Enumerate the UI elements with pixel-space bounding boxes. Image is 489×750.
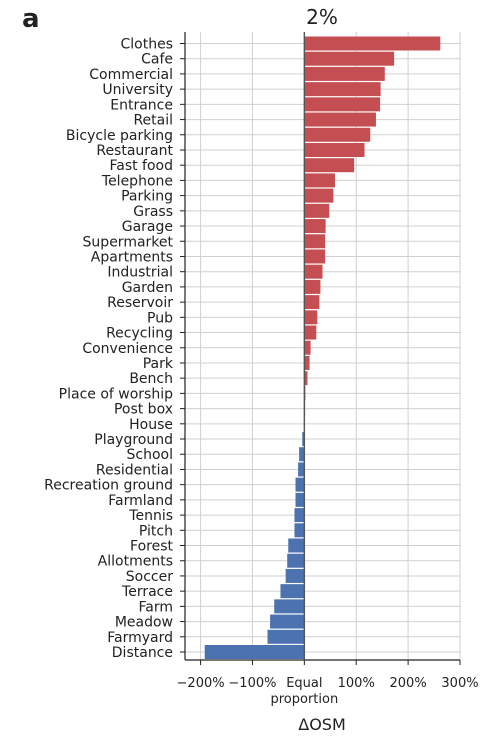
category-label: Meadow [115,615,173,631]
bar [304,325,317,340]
category-label: Convenience [82,341,173,357]
panel-letter: a [22,4,40,34]
bar [304,97,381,112]
bar [287,553,305,568]
bar [270,614,305,629]
category-label: Recreation ground [44,478,173,494]
bar [304,310,318,325]
bar [304,249,326,264]
bar [304,264,323,279]
category-label: Farm [139,599,174,615]
category-label: Park [143,356,174,372]
bar [294,523,305,538]
category-label: Place of worship [59,386,173,402]
bar [304,234,326,249]
x-tick-label-proportion: proportion [270,692,338,707]
axes [180,32,461,665]
category-label: School [127,447,173,463]
category-label: Industrial [107,265,173,281]
category-label: Entrance [110,97,173,113]
bar [304,142,365,157]
bar [304,173,335,188]
category-label: Terrace [121,584,173,600]
bars [204,36,441,659]
bar [299,447,305,462]
bar [304,82,381,97]
category-label: Cafe [141,52,173,68]
bar [204,645,305,659]
x-tick-label: 200% [390,676,427,691]
bar [302,432,305,447]
category-label: Farmyard [107,630,173,646]
category-label: Fast food [109,158,173,174]
x-tick-label: 300% [441,676,478,691]
bar [304,66,385,81]
category-label: Commercial [89,67,173,83]
bar [285,568,305,583]
bar [304,340,311,355]
bar [298,462,305,477]
category-label: Clothes [121,37,174,53]
category-label: Pub [147,310,173,326]
bar [295,477,305,492]
category-label: Distance [112,645,173,661]
category-label: Reservoir [107,295,173,311]
x-tick-label: Equal [286,676,322,691]
bar [304,158,355,173]
bar [304,127,371,142]
bar [267,629,305,644]
bar [304,51,395,66]
category-label: Recycling [106,326,173,342]
x-tick-labels: −200% −100% Equal 100% 200% 300% proportion [177,676,479,707]
category-label: Soccer [126,569,173,585]
bar [280,584,305,599]
category-label: Residential [96,462,173,478]
bar [274,599,305,614]
bar [304,279,321,294]
category-label: Farmland [108,493,173,509]
x-tick-label: 100% [338,676,375,691]
category-label: Allotments [98,554,173,570]
bar [294,508,305,523]
chart-title: 2% [306,5,338,29]
bar [304,203,330,218]
category-labels: ClothesCafeCommercialUniversityEntranceR… [44,37,174,662]
category-label: Grass [133,204,173,220]
category-label: Retail [133,113,173,129]
bar [304,112,376,127]
category-label: Telephone [101,173,173,189]
x-tick-label: −100% [228,676,276,691]
category-label: House [129,417,173,433]
category-label: Garage [122,219,173,235]
category-label: Pitch [139,523,173,539]
category-label: Bench [129,371,173,387]
category-label: Apartments [91,249,173,265]
bar [304,371,308,386]
x-axis-label: ΔOSM [298,715,346,734]
category-label: Forest [130,539,173,555]
bar [304,355,310,370]
category-label: Supermarket [83,234,174,250]
bar [304,295,320,310]
category-label: Bicycle parking [66,128,173,144]
category-label: Parking [121,189,173,205]
category-label: University [102,82,173,98]
category-label: Garden [122,280,173,296]
category-label: Post box [114,402,173,418]
category-label: Playground [94,432,173,448]
bar [304,188,334,203]
category-label: Tennis [128,508,173,524]
x-tick-label: −200% [177,676,225,691]
bar [295,492,305,507]
bar [304,219,326,234]
bar [304,36,441,51]
category-label: Restaurant [96,143,173,159]
bar [288,538,305,553]
